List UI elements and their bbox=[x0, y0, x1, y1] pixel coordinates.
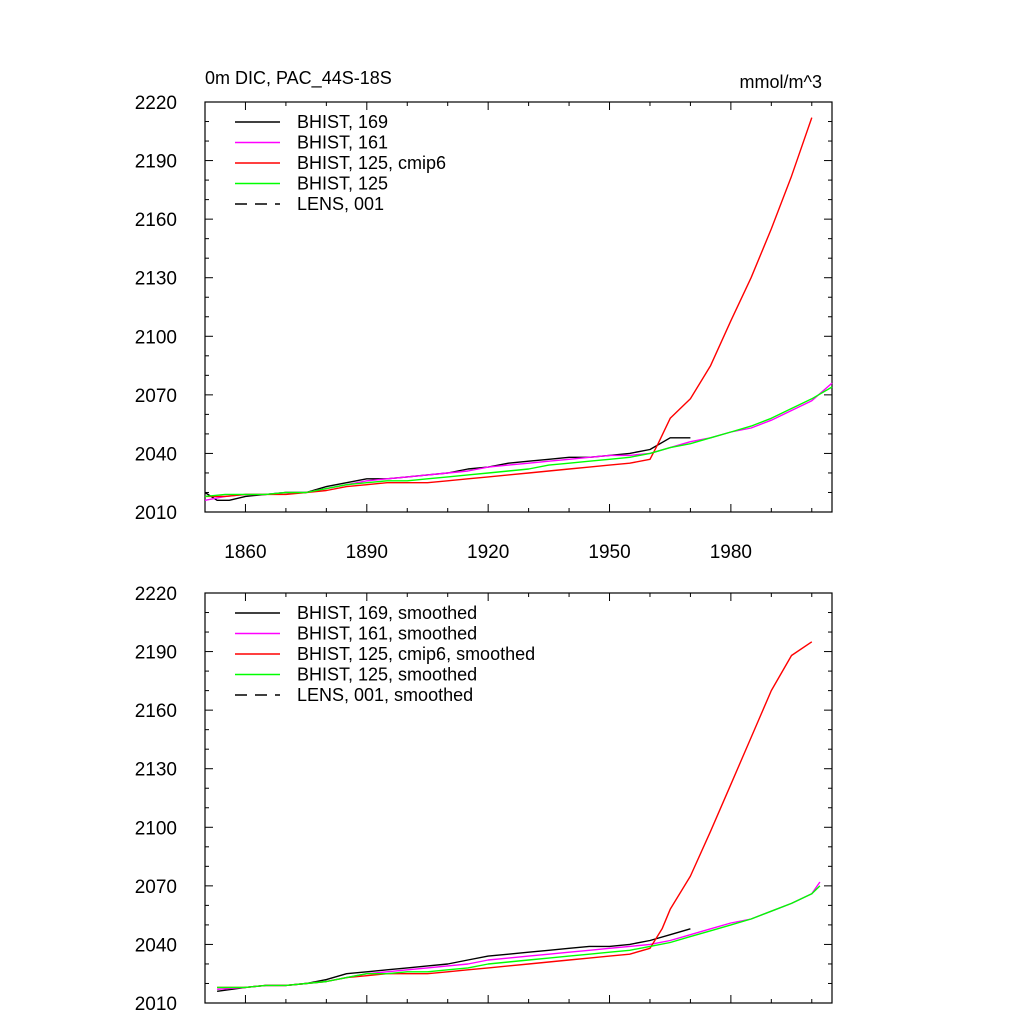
y-tick-label: 2220 bbox=[135, 93, 177, 114]
legend-label: LENS, 001 bbox=[297, 194, 384, 214]
legend-label: BHIST, 125 bbox=[297, 174, 388, 194]
y-tick-label: 2220 bbox=[135, 584, 177, 605]
series-line bbox=[204, 386, 833, 498]
plot-frame bbox=[204, 592, 833, 1004]
legend-label: BHIST, 125, cmip6 bbox=[297, 153, 446, 173]
y-tick-label: 2190 bbox=[135, 643, 177, 664]
series-line bbox=[217, 885, 821, 989]
series-line bbox=[217, 881, 821, 990]
legend-label: BHIST, 161, smoothed bbox=[297, 624, 477, 644]
x-tick-label: 1890 bbox=[346, 542, 388, 563]
y-tick-label: 2010 bbox=[135, 503, 177, 524]
chart-panel-2: 2010 2040 2070 2100 2130 2160 2190 2220 BHIST, 1… bbox=[135, 584, 833, 1015]
y-tick-label: 2100 bbox=[135, 327, 177, 348]
x-tick-label: 1860 bbox=[224, 542, 266, 563]
y-tick-label: 2160 bbox=[135, 701, 177, 722]
legend-label: BHIST, 125, smoothed bbox=[297, 665, 477, 685]
x-tick-label: 1980 bbox=[710, 542, 752, 563]
legend-label: BHIST, 169 bbox=[297, 112, 388, 132]
legend-label: BHIST, 169, smoothed bbox=[297, 603, 477, 623]
x-tick-label: 1920 bbox=[467, 542, 509, 563]
series-line bbox=[204, 437, 691, 501]
y-tick-label: 2190 bbox=[135, 152, 177, 173]
y-tick-label: 2040 bbox=[135, 444, 177, 465]
y-tick-label: 2160 bbox=[135, 210, 177, 231]
y-tick-label: 2130 bbox=[135, 760, 177, 781]
y-tick-label: 2070 bbox=[135, 877, 177, 898]
series-line bbox=[217, 928, 691, 992]
x-tick-label: 1950 bbox=[588, 542, 630, 563]
legend-label: BHIST, 161 bbox=[297, 133, 388, 153]
chart-panel-1: 2010 2040 2070 2100 2130 2160 2190 2220 1860 1890… bbox=[135, 68, 833, 563]
units-label: mmol/m^3 bbox=[740, 72, 822, 92]
legend-label: BHIST, 125, cmip6, smoothed bbox=[297, 644, 535, 664]
y-tick-label: 2130 bbox=[135, 269, 177, 290]
series-line bbox=[204, 382, 833, 501]
y-tick-label: 2100 bbox=[135, 818, 177, 839]
chart-title: 0m DIC, PAC_44S-18S bbox=[205, 68, 392, 89]
y-tick-label: 2040 bbox=[135, 935, 177, 956]
plot-frame bbox=[204, 101, 833, 513]
y-tick-label: 2070 bbox=[135, 386, 177, 407]
y-tick-label: 2010 bbox=[135, 994, 177, 1015]
legend-label: LENS, 001, smoothed bbox=[297, 685, 473, 705]
